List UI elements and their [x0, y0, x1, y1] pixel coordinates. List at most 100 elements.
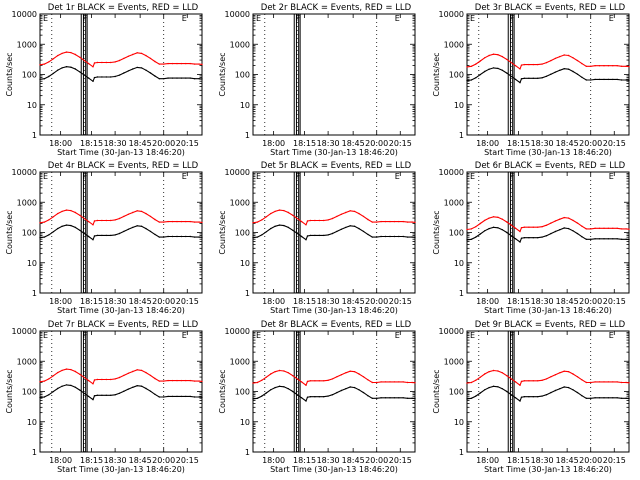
data-point-lld: [300, 381, 303, 383]
data-point-events: [306, 396, 309, 398]
marker-letter-e: E: [609, 172, 614, 181]
data-point-lld: [519, 68, 521, 70]
data-point-lld: [101, 219, 103, 222]
data-point-events: [118, 392, 121, 394]
data-point-lld: [61, 369, 63, 372]
data-point-lld: [140, 210, 143, 213]
data-point-events: [541, 236, 543, 238]
data-point-events: [349, 386, 351, 388]
data-point-events: [39, 78, 41, 81]
data-point-lld: [132, 370, 134, 373]
data-point-lld: [39, 222, 41, 224]
data-point-events: [550, 232, 552, 235]
data-point-events: [292, 390, 294, 393]
data-point-events: [61, 67, 63, 69]
x-tick-label: 18:00: [476, 139, 499, 148]
data-point-events: [520, 78, 523, 80]
data-point-lld: [336, 215, 338, 218]
x-tick-label: 18:30: [531, 139, 554, 148]
data-point-lld: [406, 221, 409, 223]
data-point-events: [572, 389, 574, 391]
data-point-events: [189, 235, 191, 238]
data-point-lld: [314, 380, 316, 382]
data-point-lld: [270, 373, 272, 375]
data-point-events: [466, 398, 468, 400]
data-point-lld: [475, 63, 477, 65]
data-point-events: [594, 78, 596, 81]
data-point-lld: [537, 380, 539, 382]
data-point-events: [305, 239, 307, 241]
data-point-events: [402, 235, 404, 238]
data-point-events: [380, 235, 382, 238]
x-axis-label: Start Time (30-Jan-13 18:46:20): [57, 306, 185, 315]
data-point-events: [127, 70, 130, 72]
data-point-lld: [185, 379, 187, 382]
y-tick-label: 1: [459, 289, 464, 298]
data-point-lld: [393, 381, 396, 383]
data-point-events: [349, 225, 351, 227]
data-point-events: [283, 224, 285, 227]
data-point-lld: [118, 59, 121, 62]
data-point-lld: [323, 219, 325, 222]
data-point-lld: [127, 372, 130, 374]
data-point-lld: [79, 56, 81, 58]
y-tick-label: 10: [240, 259, 250, 268]
data-point-events: [123, 390, 125, 392]
data-point-lld: [154, 377, 156, 380]
data-point-events: [590, 238, 592, 240]
x-tick-label: 20:15: [389, 297, 412, 306]
data-point-lld: [488, 54, 490, 57]
data-point-events: [537, 396, 539, 398]
data-point-events: [528, 237, 530, 239]
marker-letter-f: F: [510, 14, 515, 23]
data-point-events: [278, 224, 281, 226]
data-point-lld: [628, 382, 630, 384]
x-tick-label: 20:00: [152, 297, 175, 306]
y-tick-label: 10: [454, 101, 464, 110]
data-point-lld: [198, 221, 200, 223]
panel-7: Det 7r BLACK = Events, RED = LLD 1 10 100 10…: [5, 320, 203, 474]
data-point-events: [367, 395, 369, 397]
x-tick-label: 20:00: [152, 456, 175, 465]
data-point-lld: [545, 224, 548, 226]
marker-letter-e: E: [609, 14, 614, 23]
data-point-events: [376, 397, 378, 399]
data-point-lld: [484, 219, 486, 222]
data-point-events: [314, 396, 316, 398]
data-point-events: [193, 236, 196, 238]
data-point-events: [576, 391, 579, 394]
data-point-events: [96, 76, 99, 78]
data-point-lld: [532, 63, 534, 66]
data-point-lld: [327, 379, 329, 381]
data-point-events: [389, 235, 391, 238]
data-point-events: [479, 233, 481, 235]
data-point-lld: [340, 213, 343, 215]
data-point-events: [470, 397, 473, 399]
panel-title: Det 9r BLACK = Events, RED = LLD: [475, 320, 626, 330]
x-tick-label: 18:15: [293, 297, 316, 306]
marker-letter-e-left: E: [43, 172, 48, 181]
data-point-events: [336, 230, 338, 233]
x-tick-label: 18:00: [49, 139, 72, 148]
data-point-events: [201, 396, 203, 398]
marker-letter-e: E: [395, 14, 400, 23]
y-tick-label: 10000: [225, 168, 250, 177]
data-point-lld: [127, 213, 130, 215]
x-tick-label: 18:30: [104, 139, 127, 148]
data-point-events: [532, 77, 534, 80]
data-point-events: [149, 230, 152, 233]
marker-letter-f: F: [296, 331, 301, 340]
data-point-lld: [620, 65, 623, 68]
data-point-lld: [261, 219, 263, 221]
data-point-events: [323, 234, 325, 237]
data-point-events: [198, 236, 200, 238]
data-point-lld: [176, 379, 178, 382]
data-point-events: [402, 397, 404, 399]
marker-letter-e-left: E: [256, 172, 261, 181]
data-point-lld: [362, 215, 365, 218]
data-point-events: [406, 397, 409, 399]
data-point-lld: [616, 227, 618, 229]
data-point-lld: [550, 59, 552, 62]
data-point-lld: [612, 65, 614, 67]
data-point-lld: [252, 222, 254, 224]
